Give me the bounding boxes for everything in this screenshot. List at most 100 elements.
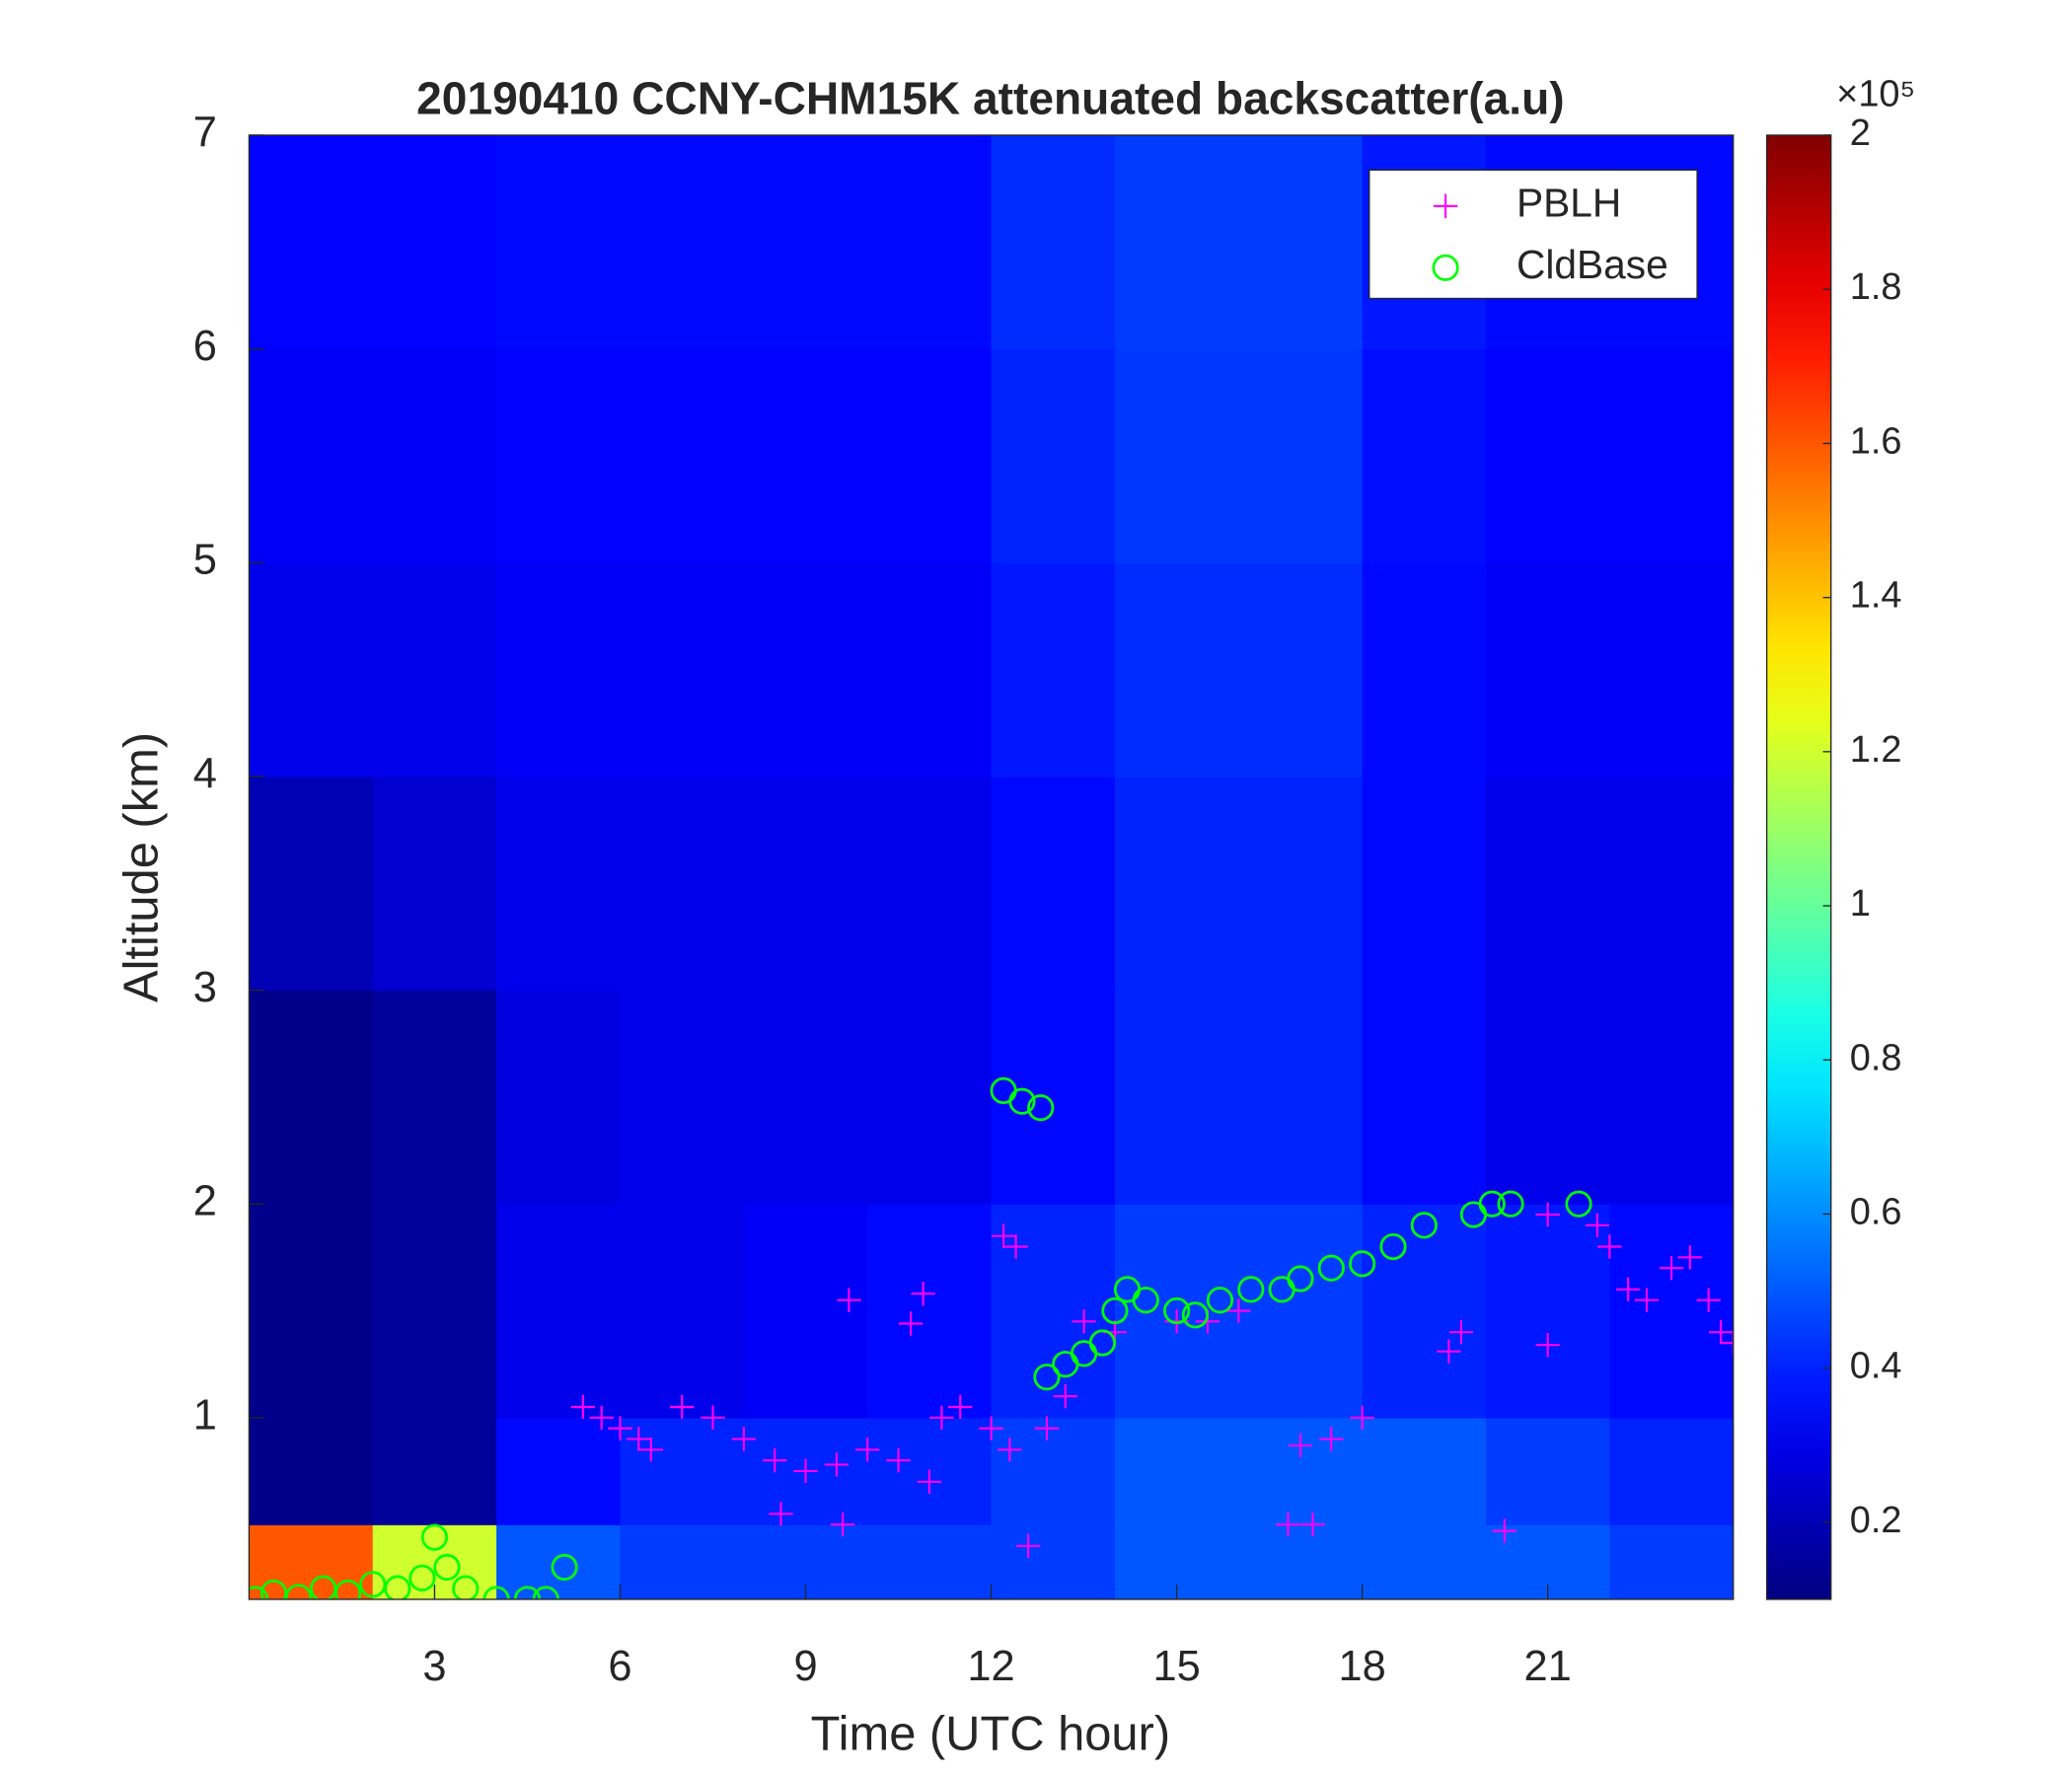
heat-cell: [991, 1417, 1116, 1525]
point: [1659, 1255, 1684, 1281]
y-tick-label: 7: [193, 109, 217, 156]
point: [1181, 1301, 1209, 1329]
point: [1696, 1288, 1721, 1312]
colorbar-frame: [1765, 134, 1832, 1600]
heat-cell: [496, 562, 622, 777]
point: [608, 1416, 632, 1441]
y-tick-label: 4: [193, 750, 217, 797]
point: [408, 1564, 436, 1591]
heat-cell: [1114, 990, 1239, 1205]
heat-cell: [867, 990, 993, 1205]
point: [769, 1502, 793, 1526]
legend: PBLH CldBase: [1369, 169, 1698, 300]
heat-cell: [1362, 776, 1487, 992]
y-axis-label: Altitude (km): [115, 732, 169, 1002]
point: [513, 1586, 542, 1599]
heat-cell: [249, 1417, 374, 1525]
heat-cell: [1362, 990, 1487, 1205]
colorbar-tick-label: 1.8: [1850, 266, 1902, 308]
heat-cell: [867, 776, 993, 992]
heat-cell: [496, 776, 622, 992]
heat-cell: [991, 562, 1116, 777]
heat-cell: [991, 1524, 1116, 1599]
heatmap: [249, 135, 1734, 1599]
heat-cell: [620, 135, 745, 350]
point: [249, 1586, 269, 1599]
legend-marker: [1433, 193, 1458, 219]
heat-cell: [372, 348, 497, 563]
heat-cell: [249, 990, 374, 1205]
point: [433, 1553, 461, 1582]
point: [1410, 1212, 1438, 1239]
point: [1497, 1190, 1524, 1218]
heat-cell: [620, 562, 745, 777]
colorbar-tick-label: 1.4: [1850, 575, 1902, 617]
colorbar-tick-label: 0.2: [1850, 1500, 1902, 1541]
y-tick-label: 3: [193, 964, 217, 1011]
point: [1027, 1094, 1055, 1122]
x-axis-label: Time (UTC hour): [811, 1708, 1170, 1761]
heat-cell: [1114, 776, 1239, 992]
heat-cell: [496, 1524, 622, 1599]
heat-cell: [496, 135, 622, 350]
heat-cell: [867, 348, 993, 563]
point: [1448, 1319, 1474, 1345]
heat-cell: [1485, 1204, 1611, 1419]
heat-cell: [743, 135, 868, 350]
point: [1350, 1405, 1374, 1431]
point: [854, 1438, 880, 1462]
heat-cell: [620, 1204, 745, 1419]
heat-cell: [1609, 1417, 1734, 1525]
point: [1597, 1234, 1622, 1259]
point: [482, 1586, 510, 1599]
heat-cell: [249, 776, 374, 992]
heat-cell: [1609, 562, 1734, 777]
point: [551, 1553, 578, 1582]
point: [1237, 1276, 1265, 1303]
y-tick-label: 6: [193, 323, 217, 370]
point: [1379, 1232, 1407, 1261]
y-tick-label: 2: [193, 1178, 217, 1225]
heat-cell: [1238, 776, 1364, 992]
chart-title: 20190410 CCNY-CHM15K attenuated backscat…: [416, 72, 1564, 123]
colorbar-tick-label: 0.6: [1850, 1191, 1902, 1232]
colorbar-tick-label: 1.2: [1850, 729, 1902, 771]
colorbar-tick-label: 0.8: [1850, 1037, 1902, 1078]
y-tick-label: 1: [193, 1391, 217, 1439]
heat-cell: [867, 135, 993, 350]
point: [1492, 1518, 1517, 1543]
point: [1535, 1332, 1560, 1358]
overlay-markers: [249, 1076, 1734, 1599]
heat-cell: [743, 990, 868, 1205]
heat-cell: [1485, 776, 1611, 992]
point: [334, 1579, 362, 1599]
heat-cell: [1609, 776, 1734, 992]
point: [1615, 1277, 1641, 1302]
x-tick-label: 6: [608, 1643, 631, 1690]
point: [917, 1469, 942, 1495]
heat-cell: [249, 135, 374, 350]
x-tick-label: 21: [1524, 1643, 1572, 1690]
point: [1349, 1250, 1376, 1278]
legend-marker: [1432, 254, 1459, 281]
point: [837, 1288, 861, 1312]
point: [627, 1427, 651, 1451]
point: [1053, 1383, 1077, 1409]
point: [1088, 1329, 1116, 1357]
point: [824, 1452, 850, 1477]
heat-cell: [372, 1204, 497, 1419]
heat-cell: [1114, 1417, 1239, 1525]
heat-cell: [1238, 135, 1364, 350]
point: [310, 1575, 337, 1599]
heat-cell: [620, 348, 745, 563]
heat-cell: [1609, 990, 1734, 1205]
legend-label: PBLH: [1517, 181, 1621, 226]
colorbar-tick-label: 1.6: [1850, 420, 1902, 462]
colorbar-tick-label: 1: [1850, 883, 1871, 925]
legend-box: [1369, 169, 1698, 300]
heat-cell: [620, 990, 745, 1205]
heat-cell: [867, 1524, 993, 1599]
x-tick-label: 18: [1339, 1643, 1386, 1690]
heat-cell: [1362, 348, 1487, 563]
